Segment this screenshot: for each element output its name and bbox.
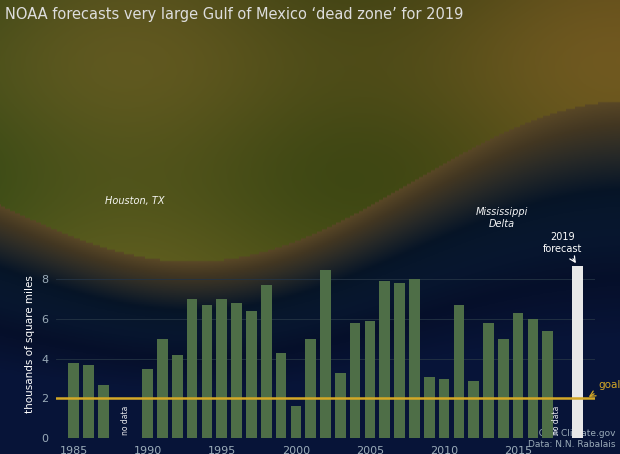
Bar (394, 283, 405, 438)
Text: NOAA forecasts very large Gulf of Mexico ‘dead zone’ for 2019: NOAA forecasts very large Gulf of Mexico… (5, 7, 463, 22)
Bar (202, 305, 212, 438)
Bar (305, 339, 316, 438)
Bar (498, 339, 508, 438)
Y-axis label: thousands of square miles: thousands of square miles (25, 275, 35, 413)
Text: goal: goal (590, 380, 620, 396)
Bar (98, 385, 108, 438)
Bar (542, 331, 553, 438)
Bar (172, 355, 183, 438)
Bar (379, 281, 390, 438)
Bar (572, 266, 583, 438)
Bar (83, 365, 94, 438)
Bar (424, 377, 435, 438)
Bar (335, 373, 346, 438)
Text: no data: no data (552, 406, 561, 435)
Bar (439, 379, 450, 438)
Bar (350, 323, 360, 438)
Bar (157, 339, 168, 438)
Text: Mississippi
Delta: Mississippi Delta (476, 207, 528, 229)
Text: NOAA Climate.gov
Data: N.N. Rabalais: NOAA Climate.gov Data: N.N. Rabalais (528, 429, 615, 449)
Bar (216, 299, 227, 438)
Bar (291, 406, 301, 438)
Bar (246, 311, 257, 438)
Bar (409, 280, 420, 438)
Text: 2019
forecast: 2019 forecast (543, 232, 582, 262)
Bar (187, 299, 197, 438)
Bar (143, 369, 153, 438)
Bar (454, 305, 464, 438)
Bar (528, 319, 538, 438)
Bar (231, 303, 242, 438)
Bar (513, 313, 523, 438)
Bar (468, 380, 479, 438)
Bar (365, 321, 375, 438)
Bar (261, 286, 272, 438)
Text: Houston, TX: Houston, TX (105, 196, 165, 206)
Bar (68, 363, 79, 438)
Bar (276, 353, 286, 438)
Text: no data: no data (121, 406, 130, 435)
Bar (320, 270, 331, 438)
Bar (483, 323, 494, 438)
